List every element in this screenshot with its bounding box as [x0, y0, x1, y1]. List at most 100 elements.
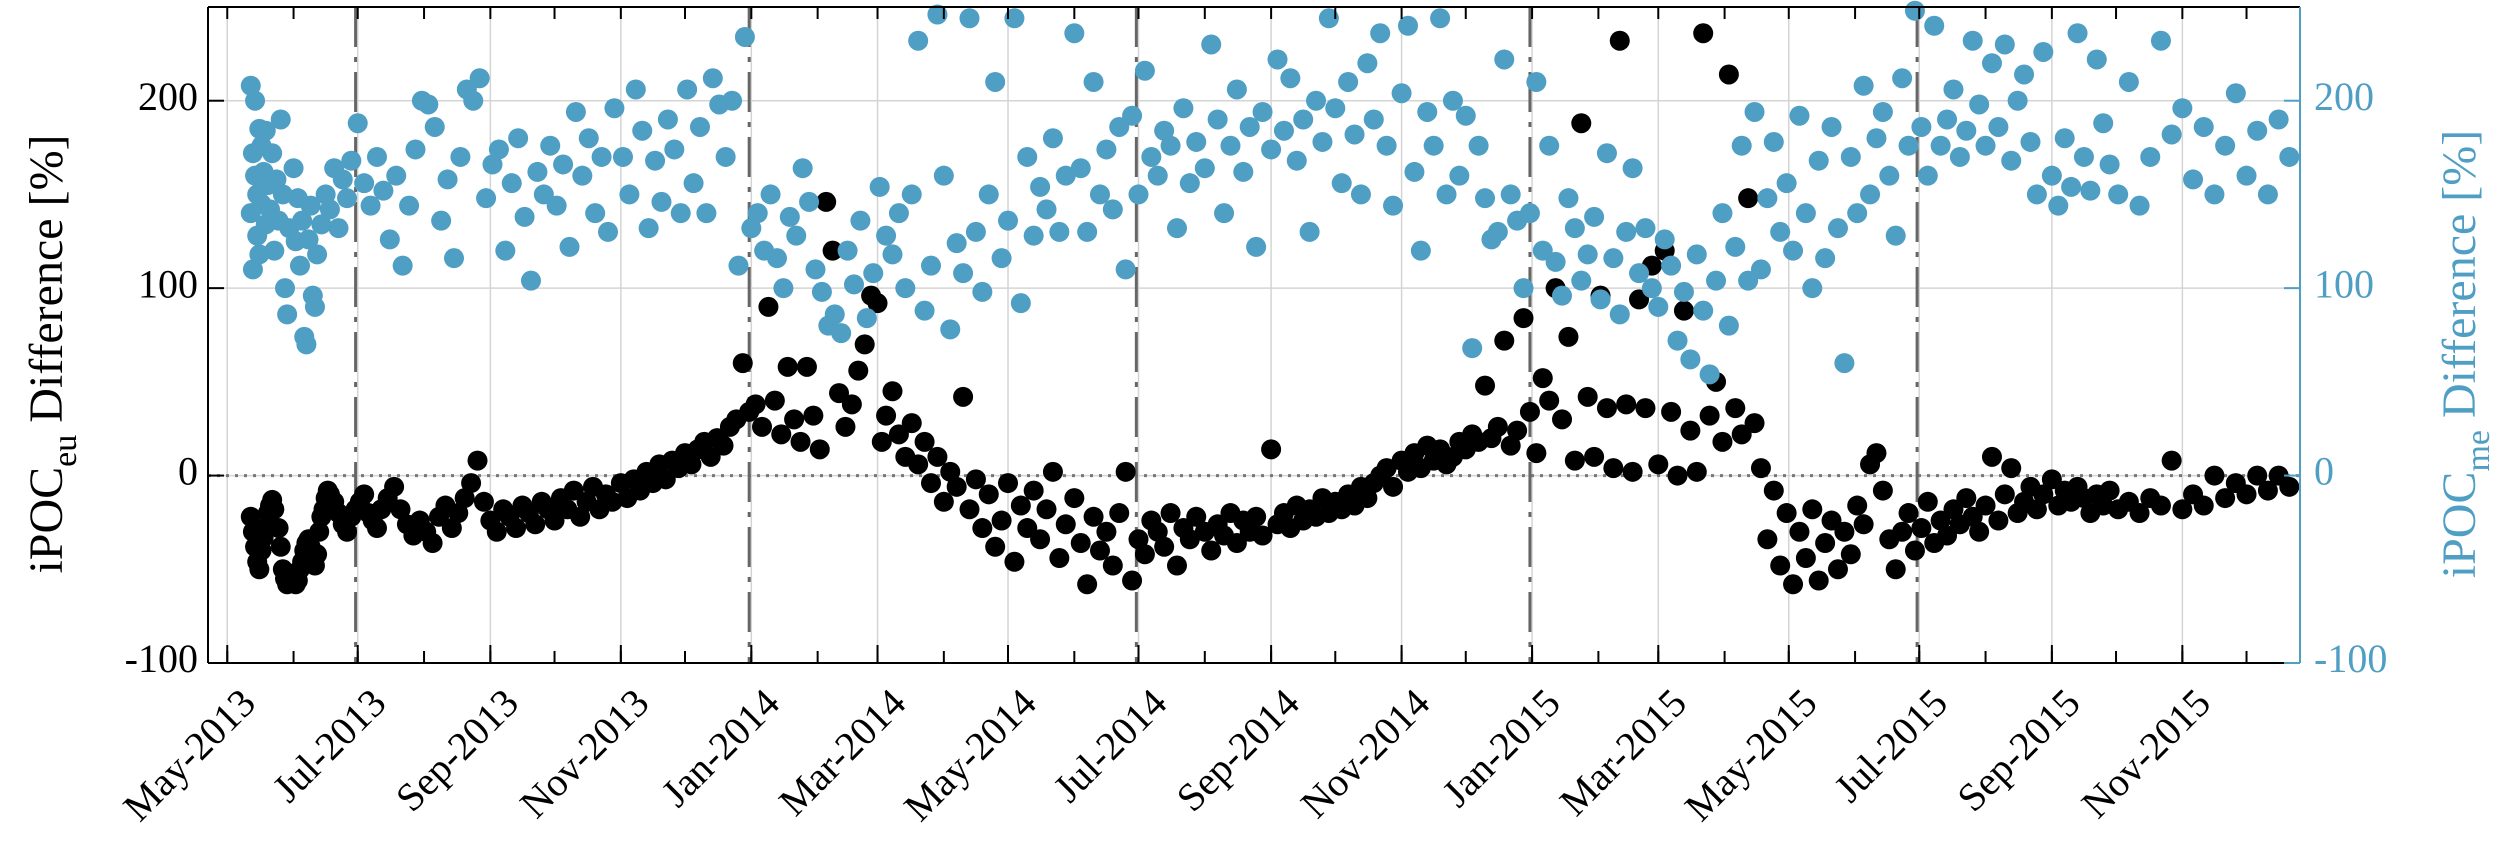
- ipoc-me-point: [1680, 349, 1701, 370]
- ipoc-eu-point: [927, 446, 948, 467]
- ipoc-me-point: [2067, 23, 2088, 44]
- ipoc-me-point: [1744, 101, 1765, 122]
- ipoc-me-point: [2041, 165, 2062, 186]
- ipoc-me-point: [604, 98, 625, 119]
- ipoc-me-point: [625, 79, 646, 100]
- ipoc-me-point: [405, 139, 426, 160]
- ipoc-me-point: [1917, 165, 1938, 186]
- ipoc-eu-point: [876, 405, 897, 426]
- ipoc-eu-point: [1622, 461, 1643, 482]
- ipoc-eu-point: [602, 491, 623, 512]
- ipoc-me-point: [1194, 158, 1215, 179]
- ipoc-eu-point: [946, 476, 967, 497]
- ipoc-eu-point: [1904, 540, 1925, 561]
- x-tick-label: Nov-2014: [1292, 680, 1439, 827]
- ipoc-me-point: [354, 173, 375, 194]
- ipoc-me-point: [2080, 180, 2101, 201]
- x-tick-label: Jul-2015: [1825, 680, 1956, 811]
- ipoc-me-point: [328, 218, 349, 239]
- x-tick-label: May-2015: [1676, 680, 1826, 830]
- ipoc-me-point: [728, 255, 749, 276]
- x-tick-label: Mar-2015: [1551, 680, 1695, 824]
- ipoc-eu-point: [1017, 518, 1038, 539]
- ipoc-eu-point: [366, 518, 387, 539]
- ipoc-me-point: [540, 135, 561, 156]
- ipoc-eu-point: [764, 390, 785, 411]
- ipoc-eu-point: [1943, 499, 1964, 520]
- ipoc-me-point: [779, 206, 800, 227]
- ipoc-me-point: [546, 195, 567, 216]
- ipoc-me-point: [1635, 218, 1656, 239]
- ipoc-eu-point: [1956, 488, 1977, 509]
- ipoc-me-point: [1318, 8, 1339, 29]
- ipoc-me-point: [786, 225, 807, 246]
- ipoc-eu-point: [1937, 525, 1958, 546]
- ipoc-me-point: [1500, 184, 1521, 205]
- ipoc-me-point: [591, 146, 612, 167]
- ipoc-me-point: [1160, 135, 1181, 156]
- ipoc-me-point: [245, 90, 266, 111]
- ipoc-me-point: [1609, 304, 1630, 325]
- ipoc-me-point: [2099, 154, 2120, 175]
- ipoc-eu-point: [835, 416, 856, 437]
- x-tick-label: Sep-2014: [1168, 680, 1308, 820]
- ipoc-eu-point: [1261, 439, 1282, 460]
- ipoc-eu-point: [1519, 401, 1540, 422]
- ipoc-me-point: [1122, 105, 1143, 126]
- ipoc-me-point: [1712, 203, 1733, 224]
- ipoc-me-point: [1622, 158, 1643, 179]
- ipoc-me-point: [882, 244, 903, 265]
- ipoc-eu-point: [771, 424, 792, 445]
- ipoc-me-point: [360, 195, 381, 216]
- ipoc-me-point: [645, 150, 666, 171]
- ipoc-me-point: [985, 71, 1006, 92]
- ipoc-eu-point: [854, 334, 875, 355]
- ipoc-me-point: [1233, 161, 1254, 182]
- ipoc-me-point: [1577, 244, 1598, 265]
- ipoc-eu-point: [1680, 420, 1701, 441]
- ipoc-me-point: [2183, 169, 2204, 190]
- y-axis-right-title: iPOCme Difference [%]: [2433, 130, 2497, 579]
- ipoc-me-point: [657, 109, 678, 130]
- ipoc-me-point: [2048, 195, 2069, 216]
- ipoc-eu-point: [2193, 495, 2214, 516]
- ipoc-eu-point: [1763, 480, 1784, 501]
- ipoc-me-point: [277, 304, 298, 325]
- ipoc-me-point: [2033, 41, 2054, 62]
- ipoc-eu-point: [1770, 555, 1791, 576]
- ipoc-me-point: [598, 221, 619, 242]
- ipoc-eu-point: [985, 536, 1006, 557]
- ipoc-me-point: [715, 146, 736, 167]
- ipoc-eu-point: [882, 381, 903, 402]
- ipoc-me-point: [292, 210, 313, 231]
- ipoc-me-point: [2073, 146, 2094, 167]
- ipoc-eu-point: [1201, 540, 1222, 561]
- ipoc-eu-point: [1049, 548, 1070, 569]
- ipoc-eu-point: [544, 510, 565, 531]
- ipoc-me-point: [1273, 120, 1294, 141]
- ipoc-me-point: [1513, 278, 1534, 299]
- ipoc-me-point: [289, 255, 310, 276]
- ipoc-eu-point: [1693, 23, 1714, 44]
- ipoc-eu-point: [2204, 465, 2225, 486]
- ipoc-eu-point: [1847, 495, 1868, 516]
- ipoc-eu-point: [506, 518, 527, 539]
- ipoc-eu-point: [732, 353, 753, 374]
- ipoc-me-point: [298, 229, 319, 250]
- ipoc-eu-point: [486, 521, 507, 542]
- ipoc-me-point: [1141, 146, 1162, 167]
- ipoc-eu-point: [1718, 64, 1739, 85]
- ipoc-eu-point: [841, 394, 862, 415]
- ipoc-me-point: [1667, 330, 1688, 351]
- ipoc-me-point: [2268, 109, 2289, 130]
- ipoc-me-point: [760, 184, 781, 205]
- ipoc-eu-point: [1635, 398, 1656, 419]
- ipoc-me-point: [1004, 8, 1025, 29]
- ipoc-eu-point: [1969, 521, 1990, 542]
- ipoc-eu-point: [270, 536, 291, 557]
- ipoc-me-point: [991, 248, 1012, 269]
- ipoc-me-point: [1603, 248, 1624, 269]
- ipoc-me-point: [1096, 139, 1117, 160]
